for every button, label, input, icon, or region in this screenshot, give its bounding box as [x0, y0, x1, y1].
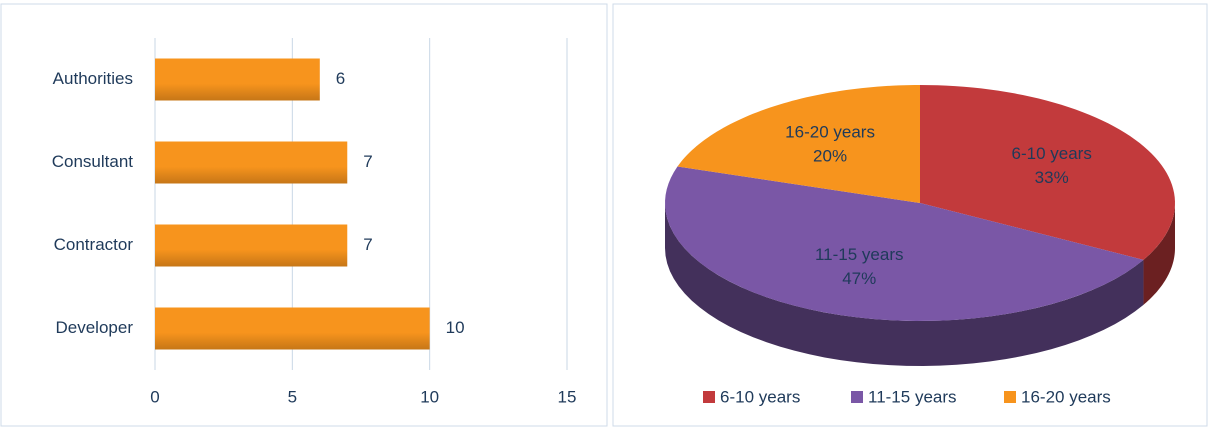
bar	[155, 141, 348, 184]
y-tick-label: Consultant	[52, 152, 134, 171]
data-label-name: 11-15 years	[815, 245, 904, 264]
data-label-value: 47%	[842, 269, 876, 288]
x-tick-label: 5	[288, 387, 297, 406]
legend-swatch	[851, 391, 863, 403]
pie-side	[665, 203, 1144, 366]
bar	[155, 307, 430, 350]
y-tick-label: Developer	[56, 318, 134, 337]
pie-slice	[677, 85, 920, 203]
x-tick-label: 0	[150, 387, 159, 406]
y-tick-label: Contractor	[54, 235, 134, 254]
legend-label: 16-20 years	[1021, 387, 1111, 406]
bar	[155, 58, 320, 101]
data-label: 11-15 years 47%	[815, 245, 904, 288]
data-label-value: 20%	[813, 147, 847, 166]
data-label-name: 6-10 years	[1012, 144, 1092, 163]
pie-side	[1143, 203, 1175, 305]
x-tick-label: 15	[558, 387, 577, 406]
x-tick-label: 10	[420, 387, 439, 406]
data-label: 7	[363, 152, 372, 171]
pie-slice	[920, 85, 1175, 260]
legend-label: 6-10 years	[720, 387, 800, 406]
data-label: 10	[446, 318, 465, 337]
legend-label: 11-15 years	[868, 387, 957, 406]
legend-swatch	[1004, 391, 1016, 403]
data-label: 7	[363, 235, 372, 254]
data-label-value: 33%	[1035, 168, 1069, 187]
data-label: 16-20 years 20%	[785, 123, 875, 166]
data-label: 6	[336, 69, 345, 88]
y-tick-label: Authorities	[53, 69, 133, 88]
pie-slice	[665, 166, 1144, 321]
data-label-name: 16-20 years	[785, 123, 875, 142]
bar	[155, 224, 348, 267]
legend-swatch	[703, 391, 715, 403]
data-label: 6-10 years 33%	[1012, 144, 1092, 187]
